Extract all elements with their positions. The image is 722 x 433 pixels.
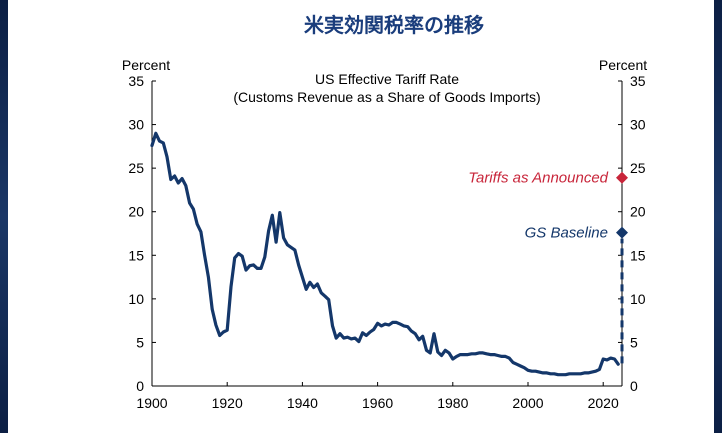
y-tick-label-right: 20 — [630, 204, 646, 220]
y-tick-label-left: 10 — [128, 291, 144, 307]
y-tick-label-left: 20 — [128, 204, 144, 220]
x-tick-label: 2000 — [512, 395, 543, 411]
y-tick-label-left: 0 — [136, 378, 144, 394]
y-tick-label-left: 15 — [128, 247, 144, 263]
y-tick-label-right: 10 — [630, 291, 646, 307]
marker-diamond — [616, 226, 628, 239]
x-tick-label: 1980 — [437, 395, 468, 411]
y-tick-label-left: 25 — [128, 160, 144, 176]
x-tick-label: 1940 — [287, 395, 318, 411]
markers: Tariffs as Announced GS Baseline — [468, 170, 628, 364]
marker-label: Tariffs as Announced — [468, 170, 608, 187]
y-tick-label-right: 30 — [630, 117, 646, 133]
series — [150, 131, 620, 377]
y-axis-label-right: Percent — [599, 57, 647, 73]
y-tick-label-left: 35 — [128, 73, 144, 89]
y-tick-label-right: 0 — [630, 378, 638, 394]
x-tick-label: 1920 — [212, 395, 243, 411]
series-line — [150, 131, 620, 377]
y-axis-label-left: Percent — [122, 57, 170, 73]
slide-edge-left — [0, 0, 8, 433]
y-tick-label-right: 5 — [630, 334, 638, 350]
y-tick-label-left: 30 — [128, 117, 144, 133]
marker-diamond — [616, 171, 628, 184]
chart-title: US Effective Tariff Rate — [315, 71, 459, 87]
x-tick-label: 1960 — [362, 395, 393, 411]
y-tick-label-right: 25 — [630, 160, 646, 176]
x-tick-label: 1900 — [136, 395, 167, 411]
y-tick-label-right: 15 — [630, 247, 646, 263]
chart-subtitle: (Customs Revenue as a Share of Goods Imp… — [233, 89, 540, 105]
marker-label: GS Baseline — [525, 225, 608, 242]
x-tick-label: 2020 — [588, 395, 619, 411]
chart: 米実効関税率の推移 Percent Percent US Effective T… — [122, 13, 647, 411]
slide-title: 米実効関税率の推移 — [304, 13, 484, 37]
slide-edge-right — [714, 0, 722, 433]
y-tick-label-left: 5 — [136, 334, 144, 350]
slide-canvas: 米実効関税率の推移 Percent Percent US Effective T… — [8, 0, 714, 433]
y-tick-label-right: 35 — [630, 73, 646, 89]
